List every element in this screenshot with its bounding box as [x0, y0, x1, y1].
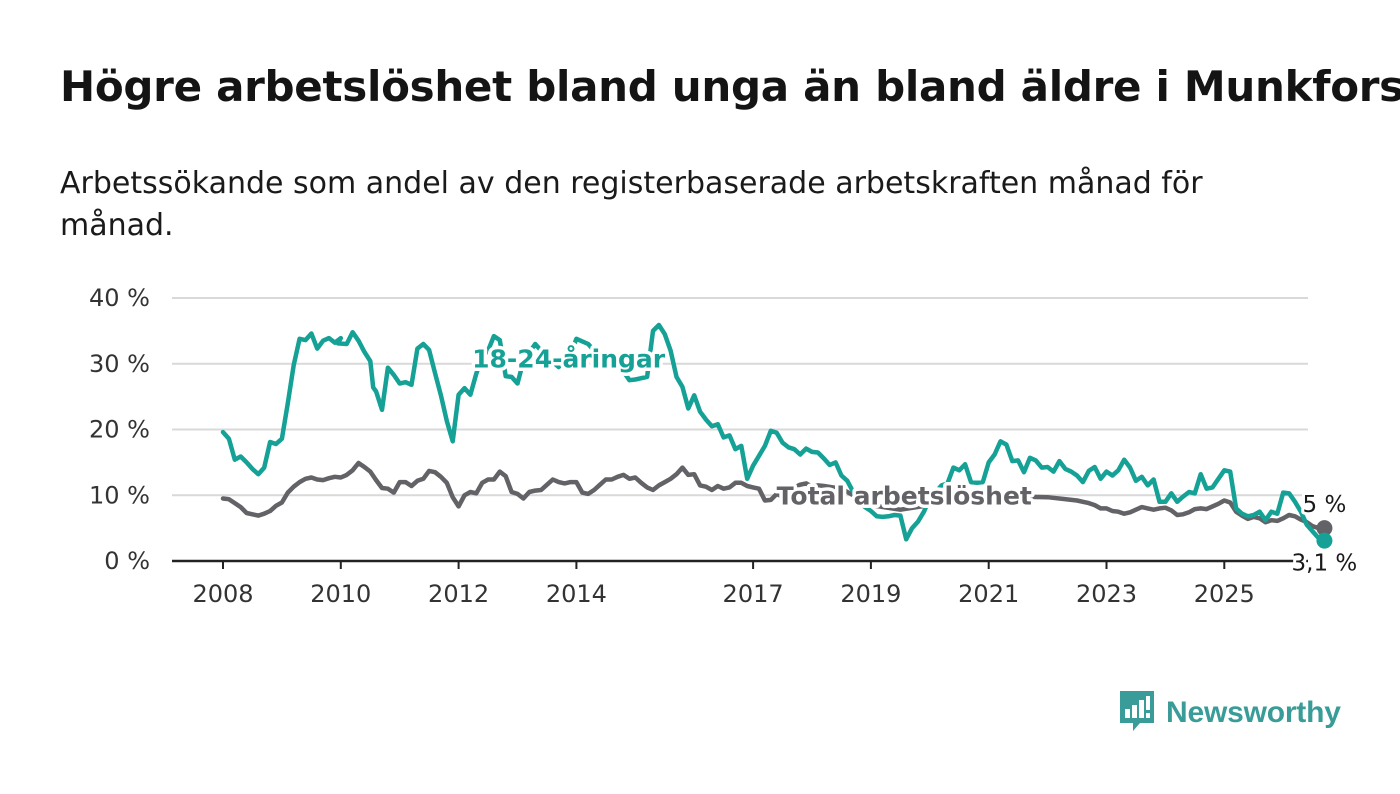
youth-unemployment-line: [220, 322, 1327, 543]
x-tick-label: 2010: [310, 580, 371, 608]
y-tick-label: 0 %: [104, 547, 150, 575]
y-axis-ticks: 0 % 10 % 20 % 30 % 40 %: [89, 284, 150, 575]
total-end-point: [1316, 520, 1333, 537]
y-tick-label: 20 %: [89, 416, 150, 444]
series-labels: 18-24-åringar Total arbetslöshet 5 % 3,1 %: [469, 341, 1361, 579]
y-tick-label: 40 %: [89, 284, 150, 312]
gridlines: [172, 297, 1308, 563]
x-tick-label: 2025: [1194, 580, 1255, 608]
total-unemployment-line: [220, 460, 1327, 531]
chart-title: Högre arbetslöshet bland unga än bland ä…: [60, 62, 1400, 111]
line-chart: 0 % 10 % 20 % 30 % 40 % 2008 2010 2012 2014 2017…: [89, 284, 1361, 608]
x-tick-label: 2021: [958, 580, 1019, 608]
y-tick-label: 30 %: [89, 350, 150, 378]
total-series-label: Total arbetslöshet: [777, 481, 1032, 510]
x-tick-label: 2012: [428, 580, 489, 608]
x-tick-label: 2008: [192, 580, 253, 608]
bar-chart-speech-bubble-icon: [1118, 689, 1156, 737]
total-end-label: 5 %: [1303, 492, 1347, 518]
newsworthy-logo: Newsworthy: [1118, 689, 1341, 737]
youth-end-label: 3,1 %: [1292, 551, 1358, 577]
chart-subtitle: Arbetssökande som andel av den registerb…: [60, 166, 1203, 243]
x-tick-label: 2017: [723, 580, 784, 608]
x-tick-label: 2023: [1076, 580, 1137, 608]
x-tick-label: 2019: [840, 580, 901, 608]
x-axis-ticks: 2008 2010 2012 2014 2017 2019 2021 2023 2025: [192, 561, 1255, 608]
x-tick-label: 2014: [546, 580, 607, 608]
y-tick-label: 10 %: [89, 481, 150, 509]
youth-series-label: 18-24-åringar: [472, 345, 666, 374]
brand-name: Newsworthy: [1166, 696, 1341, 729]
youth-end-point: [1316, 532, 1333, 549]
series-lines: [220, 322, 1333, 549]
